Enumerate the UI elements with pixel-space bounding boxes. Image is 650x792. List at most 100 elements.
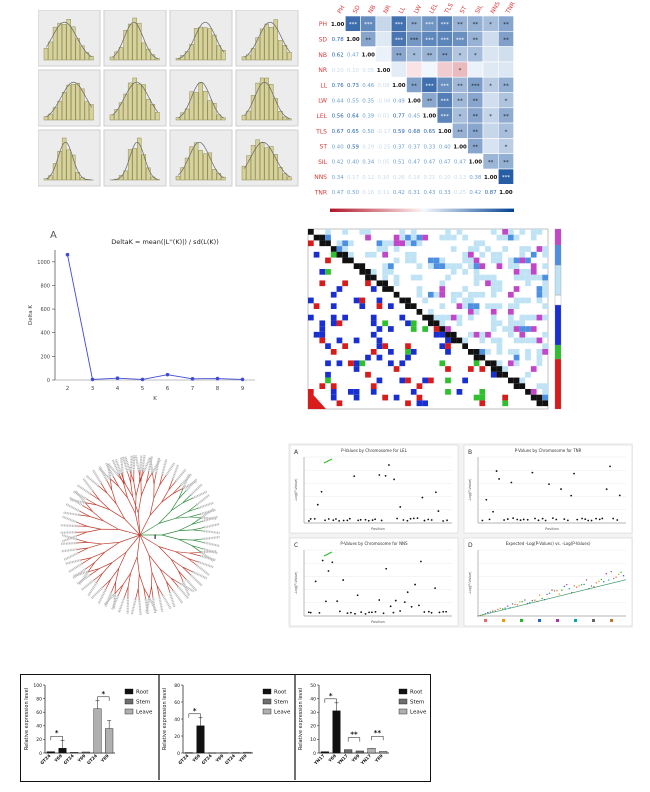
ld-cell bbox=[479, 331, 486, 338]
ld-cell bbox=[325, 343, 331, 349]
histogram-bar bbox=[80, 88, 85, 121]
expr-category-label: Y69 bbox=[237, 753, 248, 764]
significance-mark: * bbox=[459, 68, 462, 74]
ld-cell bbox=[490, 309, 497, 315]
leaf-label-mark bbox=[60, 541, 77, 546]
ld-cell bbox=[519, 274, 526, 281]
gwas-point bbox=[342, 519, 345, 522]
histogram-bar bbox=[141, 42, 147, 61]
ld-cell bbox=[513, 354, 520, 361]
trait-col-label: PH bbox=[336, 4, 346, 15]
tree-branch bbox=[79, 511, 91, 517]
significance-mark: ** bbox=[503, 114, 509, 120]
qq-point bbox=[499, 607, 501, 610]
tree-branch bbox=[98, 485, 108, 494]
qq-point bbox=[497, 608, 499, 611]
leaf-label-mark bbox=[76, 484, 91, 495]
ld-cell bbox=[462, 297, 468, 304]
y-tick-label: 0 bbox=[47, 378, 50, 384]
ld-cell bbox=[330, 349, 337, 355]
ld-cell bbox=[530, 274, 537, 281]
colorbar-segment bbox=[400, 208, 404, 217]
ld-cell bbox=[353, 394, 360, 401]
ld-cell bbox=[525, 257, 531, 264]
colorbar-segment bbox=[397, 208, 401, 217]
colorbar-segment bbox=[461, 208, 466, 217]
gwas-y-label: -Log(P-Value) bbox=[468, 478, 472, 502]
ld-cell bbox=[382, 240, 388, 247]
ld-diagonal bbox=[325, 240, 331, 247]
expr-y-tick-label: 20 bbox=[36, 737, 42, 743]
ld-cell bbox=[439, 234, 446, 241]
ld-cell bbox=[490, 371, 497, 378]
ld-cell bbox=[508, 229, 514, 235]
corr-diag-cell bbox=[437, 123, 453, 139]
qq-point bbox=[610, 570, 612, 573]
deltak-point bbox=[65, 252, 70, 257]
significance-mark: *** bbox=[349, 22, 358, 28]
colorbar-segment bbox=[504, 208, 508, 217]
histogram-bar bbox=[250, 145, 256, 181]
tree-branch bbox=[170, 558, 183, 568]
ld-cell bbox=[416, 234, 423, 241]
ld-cell bbox=[365, 280, 371, 287]
deltak-point bbox=[115, 376, 120, 381]
corr-diag-cell bbox=[360, 46, 376, 62]
histogram-bar bbox=[278, 40, 283, 61]
gwas-point bbox=[434, 491, 437, 494]
gwas-highlight bbox=[323, 551, 333, 557]
corr-diag-cell bbox=[498, 184, 514, 200]
colorbar-segment bbox=[446, 208, 450, 217]
gwas-point bbox=[394, 599, 397, 602]
corr-value: 0.47 bbox=[423, 160, 435, 166]
histogram-bar bbox=[241, 165, 247, 181]
histogram-cell bbox=[235, 129, 299, 187]
ld-cell bbox=[468, 331, 474, 338]
tree-branch bbox=[87, 542, 102, 545]
ld-diagonal bbox=[490, 360, 497, 367]
expr-bar bbox=[344, 749, 353, 754]
tree-branch bbox=[136, 556, 140, 575]
corr-value: 0.59 bbox=[393, 129, 406, 135]
tree-branch bbox=[182, 494, 191, 504]
histogram-bar bbox=[123, 93, 128, 121]
ld-cell bbox=[508, 291, 514, 298]
corr-cell bbox=[482, 30, 499, 47]
ld-cell bbox=[445, 377, 451, 384]
ld-cell bbox=[325, 269, 331, 275]
histogram-cell bbox=[103, 9, 167, 67]
ld-cell bbox=[308, 297, 314, 304]
histogram-bar bbox=[212, 34, 217, 61]
ld-cell bbox=[336, 400, 343, 407]
ld-cell bbox=[433, 326, 440, 332]
tree-branch bbox=[172, 485, 181, 494]
leaf-label-mark bbox=[192, 490, 208, 500]
histogram-bar bbox=[193, 142, 199, 181]
density-curve bbox=[244, 81, 290, 120]
ld-cell bbox=[445, 389, 451, 395]
gwas-point bbox=[416, 517, 419, 520]
x-tick-label: 6 bbox=[166, 386, 170, 392]
ld-cell bbox=[308, 240, 314, 247]
ld-cell bbox=[428, 257, 434, 264]
gwas-point bbox=[534, 517, 536, 520]
significance-mark: *** bbox=[425, 83, 434, 89]
significance-label: ** bbox=[374, 729, 382, 737]
deltak-point bbox=[215, 376, 220, 381]
corr-value: 0.12 bbox=[362, 175, 374, 181]
histogram-bar bbox=[216, 45, 222, 61]
ld-cell bbox=[365, 371, 371, 378]
corr-value: 0.65 bbox=[347, 129, 359, 135]
ld-cell bbox=[370, 269, 377, 275]
ld-cell bbox=[536, 291, 543, 298]
gwas-point bbox=[321, 559, 324, 562]
expr-legend-swatch bbox=[398, 688, 408, 695]
ld-cell bbox=[325, 234, 331, 241]
ld-cell bbox=[542, 331, 548, 338]
tree-branch bbox=[161, 534, 180, 540]
ld-cell bbox=[422, 297, 428, 304]
ld-cell bbox=[473, 269, 480, 275]
corr-value: 0.35 bbox=[362, 98, 374, 104]
histogram-cell bbox=[37, 69, 101, 127]
corr-diag-cell bbox=[483, 169, 499, 185]
